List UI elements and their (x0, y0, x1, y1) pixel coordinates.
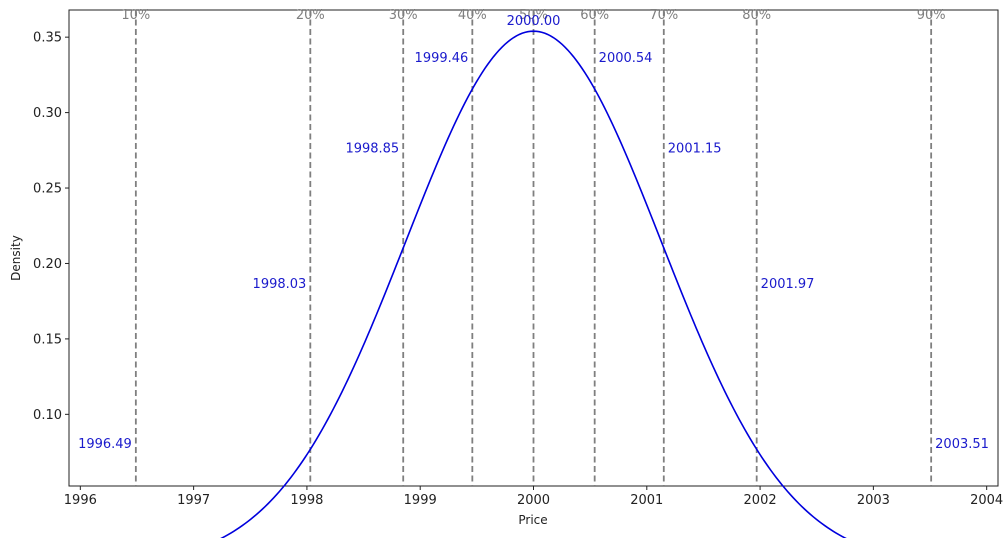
percentile-label: 60% (580, 8, 609, 23)
quantile-value-label: 2001.97 (761, 277, 815, 292)
percentile-label: 40% (458, 8, 487, 23)
y-tick-label: 0.35 (33, 31, 62, 46)
quantile-value-label: 2000.00 (507, 14, 561, 29)
y-tick-label: 0.30 (33, 106, 62, 121)
x-tick-label: 1997 (177, 493, 210, 508)
x-tick-label: 2004 (970, 493, 1003, 508)
percentile-label: 10% (121, 8, 150, 23)
percentile-label: 50% (519, 8, 548, 23)
percentile-label: 20% (296, 8, 325, 23)
quantile-value-label: 1998.85 (345, 141, 399, 156)
percentile-labels: 10% 20% 30% 40% 50% 60% 70% 80% 90% (121, 8, 945, 23)
x-tick-label: 1998 (290, 493, 323, 508)
y-tick-label: 0.15 (33, 332, 62, 347)
y-axis: 0.10 0.15 0.20 0.25 0.30 0.35 (33, 31, 69, 423)
quantile-value-label: 1996.49 (78, 437, 132, 452)
y-axis-label: Density (9, 235, 23, 281)
quantile-value-label: 1999.46 (415, 51, 469, 66)
curve-group (220, 30, 847, 538)
x-tick-label: 2000 (517, 493, 550, 508)
x-tick-label: 2001 (630, 493, 663, 508)
percentile-label: 90% (917, 8, 946, 23)
x-axis-label: Price (518, 513, 547, 527)
y-tick-label: 0.10 (33, 408, 62, 423)
y-tick-label: 0.20 (33, 257, 62, 272)
y-tick-label: 0.25 (33, 182, 62, 197)
x-tick-label: 1996 (64, 493, 97, 508)
x-tick-label: 2002 (744, 493, 777, 508)
quantile-value-label: 1998.03 (253, 277, 307, 292)
percentile-label: 80% (742, 8, 771, 23)
quantile-value-label: 2003.51 (935, 437, 989, 452)
x-axis: 1996 1997 1998 1999 2000 2001 2002 2003 2004 (64, 486, 1003, 508)
quantile-value-labels: 1996.49 1998.03 1998.85 1999.46 2000.00 2000.… (78, 14, 989, 452)
percentile-label: 70% (649, 8, 678, 23)
quantile-value-label: 2001.15 (668, 141, 722, 156)
quantile-value-label: 2000.54 (599, 51, 653, 66)
percentile-label: 30% (389, 8, 418, 23)
density-curve (220, 30, 847, 538)
x-tick-label: 2003 (857, 493, 890, 508)
x-tick-label: 1999 (404, 493, 437, 508)
